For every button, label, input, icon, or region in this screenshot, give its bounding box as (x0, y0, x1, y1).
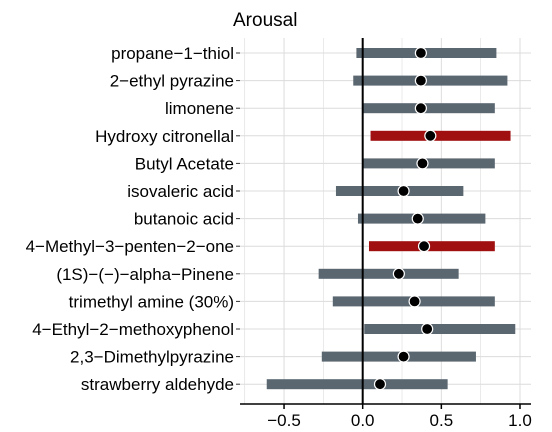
x-tick-label: 0.5 (430, 411, 454, 430)
category-label: 2−ethyl pyrazine (110, 72, 234, 91)
point-estimate (417, 240, 431, 253)
point-estimate (414, 74, 427, 87)
category-label: strawberry aldehyde (81, 375, 234, 394)
point-estimate (397, 184, 410, 198)
point-estimate (424, 129, 437, 142)
interval-bar (266, 379, 448, 390)
point-estimate (397, 350, 410, 363)
point-estimate (414, 46, 427, 60)
point-estimate (408, 295, 421, 308)
x-tick-label: −0.5 (267, 411, 301, 430)
category-label: 2,3−Dimethylpyrazine (70, 348, 234, 367)
category-label: butanoic acid (134, 210, 234, 229)
interval-bar (362, 103, 495, 114)
interval-bar (353, 75, 508, 86)
category-label: trimethyl amine (30%) (69, 292, 234, 311)
interval-bar (370, 130, 511, 141)
point-estimate (416, 157, 429, 170)
point-estimate (392, 267, 405, 280)
category-label: limonene (165, 99, 234, 118)
interval-bar (362, 158, 495, 169)
interval-bar (318, 268, 459, 279)
category-label: Butyl Acetate (135, 154, 234, 173)
point-estimates (373, 46, 437, 391)
interval-bar (364, 324, 516, 334)
category-label: 4−Ethyl−2−methoxyphenol (32, 320, 234, 339)
category-label: 4−Methyl−3−penten−2−one (26, 237, 234, 256)
point-estimate (421, 322, 434, 336)
category-label: Hydroxy citronellal (95, 127, 234, 146)
x-axis: −0.5 0.0 0.5 1.0 (240, 403, 532, 430)
category-labels: propane−1−thiol 2−ethyl pyrazine limonene H… (26, 44, 240, 394)
point-estimate (414, 102, 427, 115)
point-estimate (373, 378, 387, 391)
interval-bar (368, 241, 495, 252)
category-label: isovaleric acid (127, 182, 234, 201)
category-label: propane−1−thiol (111, 44, 234, 63)
point-estimate (411, 212, 424, 225)
category-label: (1S)−(−)−alpha−Pinene (56, 265, 234, 284)
x-tick-label: 0.0 (351, 411, 375, 430)
chart-title: Arousal (233, 10, 297, 31)
x-tick-label: 1.0 (508, 411, 532, 430)
